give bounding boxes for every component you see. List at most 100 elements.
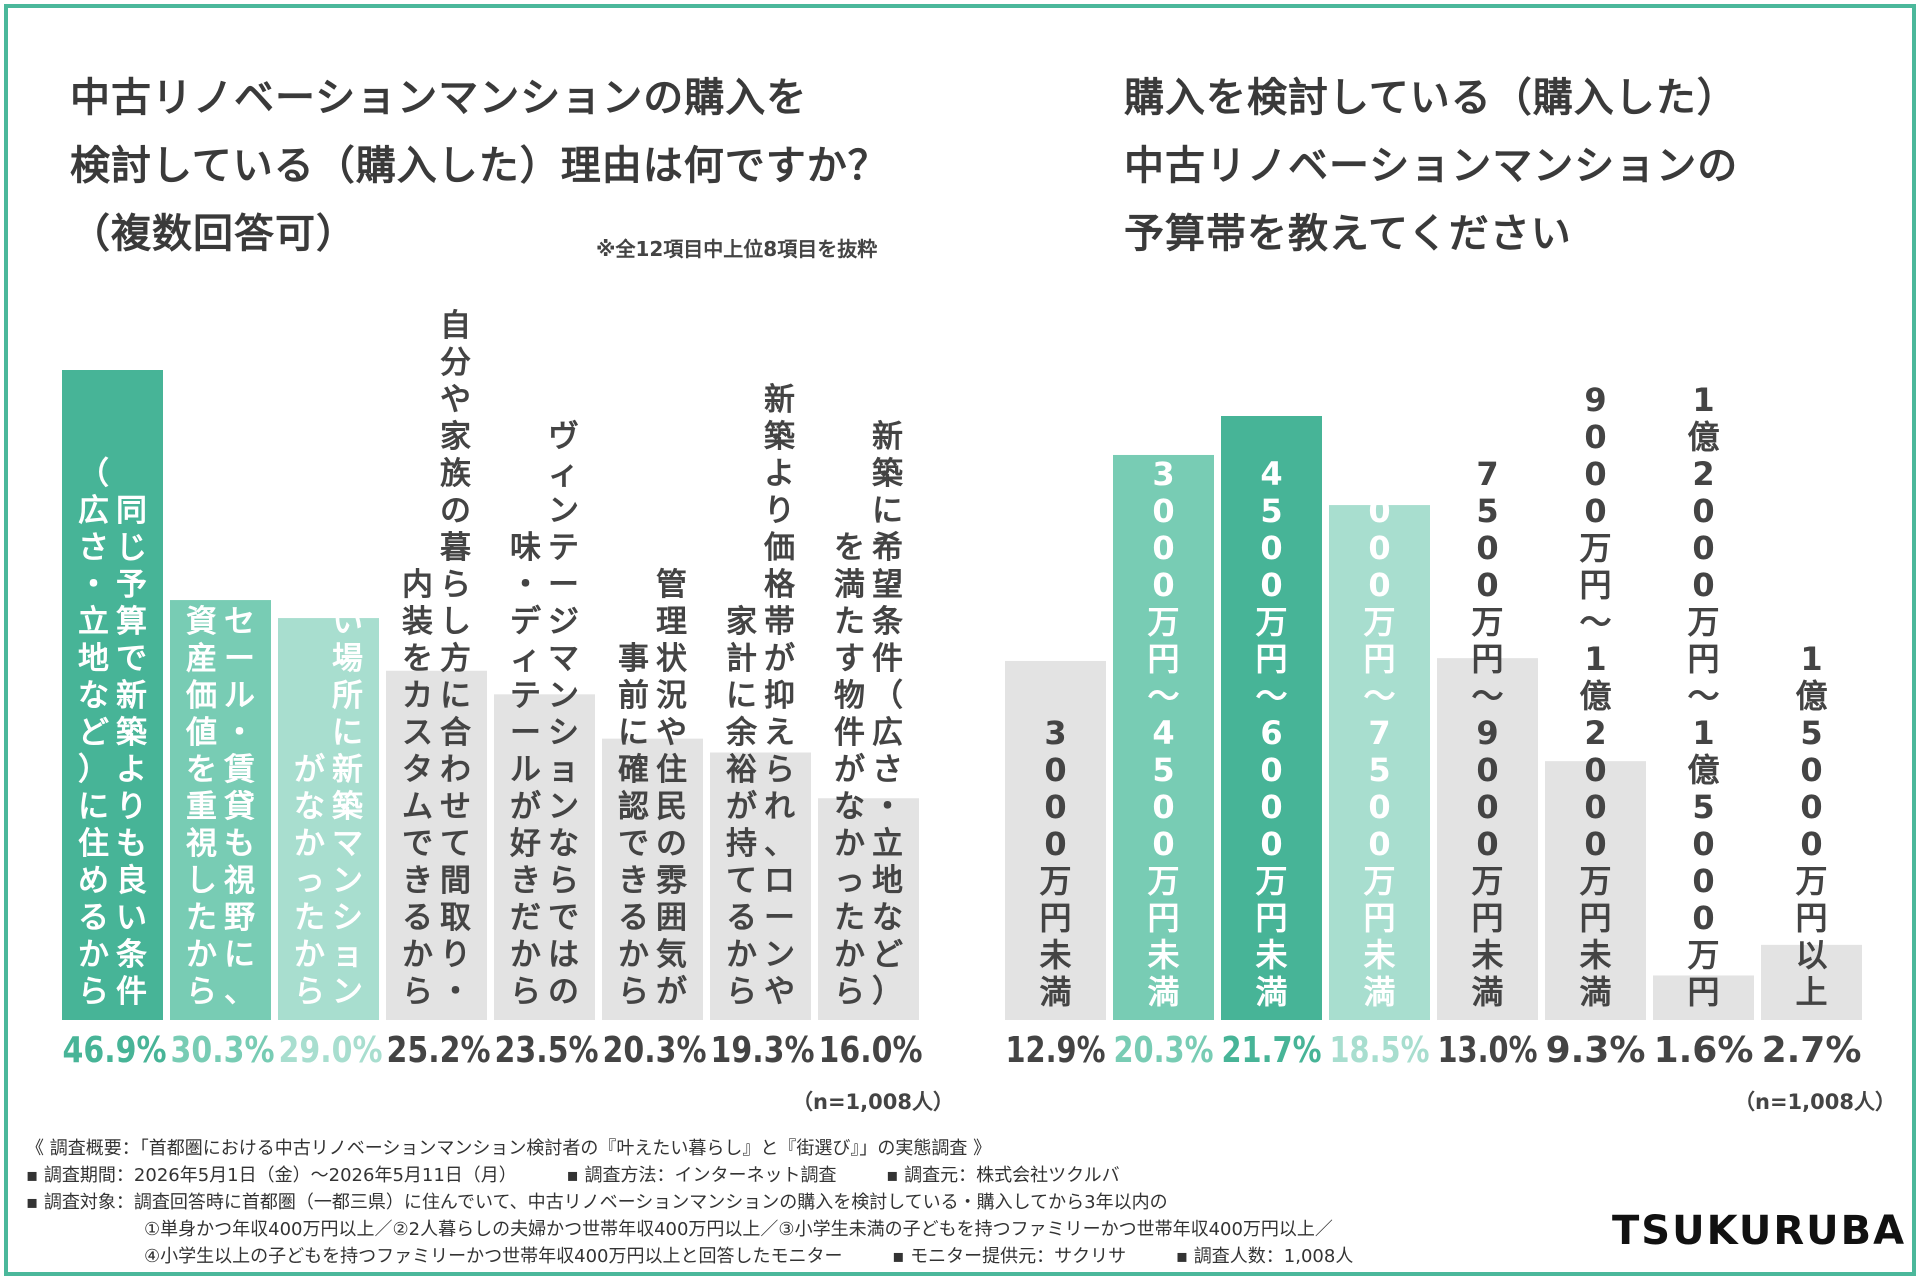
svg-text:円: 円	[1363, 640, 1395, 678]
svg-text:（: （	[78, 456, 109, 492]
svg-text:6: 6	[1260, 714, 1282, 752]
svg-text:円: 円	[1795, 899, 1827, 937]
svg-text:が: が	[726, 789, 757, 825]
svg-text:り: り	[764, 493, 795, 529]
svg-text:を: を	[186, 752, 217, 788]
svg-text:立: 立	[872, 826, 903, 862]
svg-text:き: き	[618, 863, 649, 899]
svg-text:地: 地	[78, 641, 109, 677]
svg-text:0: 0	[1692, 492, 1714, 530]
svg-text:な: な	[548, 826, 579, 862]
svg-text:将: 将	[224, 456, 255, 492]
svg-text:0: 0	[1692, 529, 1714, 567]
svg-text:場: 場	[332, 641, 363, 677]
svg-text:の: の	[224, 530, 255, 566]
svg-text:さ: さ	[78, 530, 109, 566]
svg-text:万: 万	[1147, 603, 1179, 641]
reason-label-6-a: 管理状況や住民の雰囲気が管理状況や住民の雰囲気が	[656, 567, 688, 1010]
svg-text:ン: ン	[332, 863, 363, 899]
svg-text:だ: だ	[510, 900, 541, 936]
budget-bar-chart: 3000万円未満3000万円未満12.9%3000万円～4500万円未満3000…	[1005, 381, 1862, 1071]
budget-bar-5	[1437, 658, 1538, 1020]
svg-text:ら: ら	[764, 752, 795, 788]
svg-text:ど: ど	[872, 937, 903, 973]
svg-text:ル: ル	[510, 752, 541, 788]
svg-text:が: が	[656, 974, 687, 1010]
svg-text:に: に	[440, 678, 471, 714]
svg-text:い: い	[332, 604, 363, 640]
survey-target-3: ④小学生以上の子どもを持つファミリーかつ世帯年収400万円以上と回答したモニター	[144, 1246, 843, 1267]
svg-text:間: 間	[440, 863, 471, 899]
svg-text:万: 万	[1363, 603, 1395, 641]
svg-text:裕: 裕	[726, 752, 757, 788]
svg-text:未: 未	[1147, 936, 1179, 974]
svg-text:・: ・	[224, 715, 255, 751]
svg-text:0: 0	[1584, 788, 1606, 826]
reason-label-7-b: 家計に余裕が持てるから家計に余裕が持てるから	[725, 604, 758, 1010]
svg-text:確: 確	[618, 752, 649, 788]
svg-text:わ: わ	[440, 752, 471, 788]
svg-text:0: 0	[1260, 825, 1282, 863]
svg-text:シ: シ	[332, 900, 363, 936]
svg-text:立: 立	[78, 604, 109, 640]
svg-text:満: 満	[1039, 973, 1071, 1011]
svg-text:万: 万	[1579, 529, 1611, 567]
svg-text:事: 事	[618, 641, 649, 677]
budget-bar-8	[1761, 944, 1862, 1020]
reason-label-3-b: がなかったからがなかったから	[294, 752, 325, 1010]
svg-text:で: で	[402, 826, 433, 862]
svg-text:住: 住	[78, 826, 109, 862]
svg-text:0: 0	[1152, 825, 1174, 863]
budget-bar-7	[1653, 975, 1754, 1020]
svg-text:た: た	[294, 900, 325, 936]
svg-text:理: 理	[656, 604, 687, 640]
svg-text:良: 良	[116, 863, 147, 899]
svg-text:0: 0	[1800, 788, 1822, 826]
svg-text:ィ: ィ	[510, 641, 541, 677]
reason-value-1: 46.9%	[63, 1030, 167, 1071]
svg-text:0: 0	[1152, 566, 1174, 604]
reason-bar-1	[62, 370, 163, 1020]
svg-text:0: 0	[1584, 455, 1606, 493]
svg-text:0: 0	[1368, 788, 1390, 826]
svg-text:に: に	[618, 715, 649, 751]
svg-text:っ: っ	[834, 863, 865, 899]
svg-text:タ: タ	[402, 752, 433, 788]
svg-text:算: 算	[116, 604, 147, 640]
svg-text:ら: ら	[510, 974, 541, 1010]
svg-text:同: 同	[116, 493, 147, 529]
svg-text:ヴ: ヴ	[548, 419, 579, 455]
svg-text:・: ・	[78, 567, 109, 603]
svg-text:管: 管	[656, 567, 687, 603]
svg-text:状: 状	[656, 641, 688, 677]
svg-text:値: 値	[185, 715, 217, 751]
svg-text:4: 4	[1152, 714, 1174, 752]
svg-text:る: る	[726, 900, 757, 936]
svg-text:住: 住	[656, 752, 687, 788]
reason-bar-2	[170, 600, 271, 1020]
svg-text:築: 築	[332, 789, 364, 825]
reason-label-2-b: 資産価値を重視したから資産価値を重視したから	[185, 604, 217, 1010]
svg-text:0: 0	[1044, 751, 1066, 789]
svg-text:未: 未	[1039, 936, 1071, 974]
svg-text:（: （	[872, 678, 903, 714]
svg-text:産: 産	[186, 641, 217, 677]
reason-label-3-a: 住みたい場所に新築マンション住みたい場所に新築マンション	[332, 493, 364, 1010]
survey-title: 《 調査概要：「首都圏における中古リノベーションマンション検討者の『叶えたい暮ら…	[26, 1138, 992, 1159]
budget-value-2: 20.3%	[1114, 1030, 1214, 1071]
svg-text:気: 気	[656, 937, 687, 973]
svg-text:0: 0	[1584, 825, 1606, 863]
svg-text:満: 満	[1255, 973, 1287, 1011]
reason-value-3: 29.0%	[279, 1030, 383, 1071]
svg-text:か: か	[510, 937, 541, 973]
svg-text:認: 認	[618, 789, 649, 825]
page-border	[4, 4, 1916, 1276]
svg-text:1: 1	[1584, 640, 1606, 678]
svg-text:・: ・	[510, 567, 541, 603]
right-title-line-2: 中古リノベーションマンションの	[1124, 143, 1739, 189]
svg-text:5: 5	[1368, 751, 1390, 789]
svg-text:り: り	[116, 789, 147, 825]
